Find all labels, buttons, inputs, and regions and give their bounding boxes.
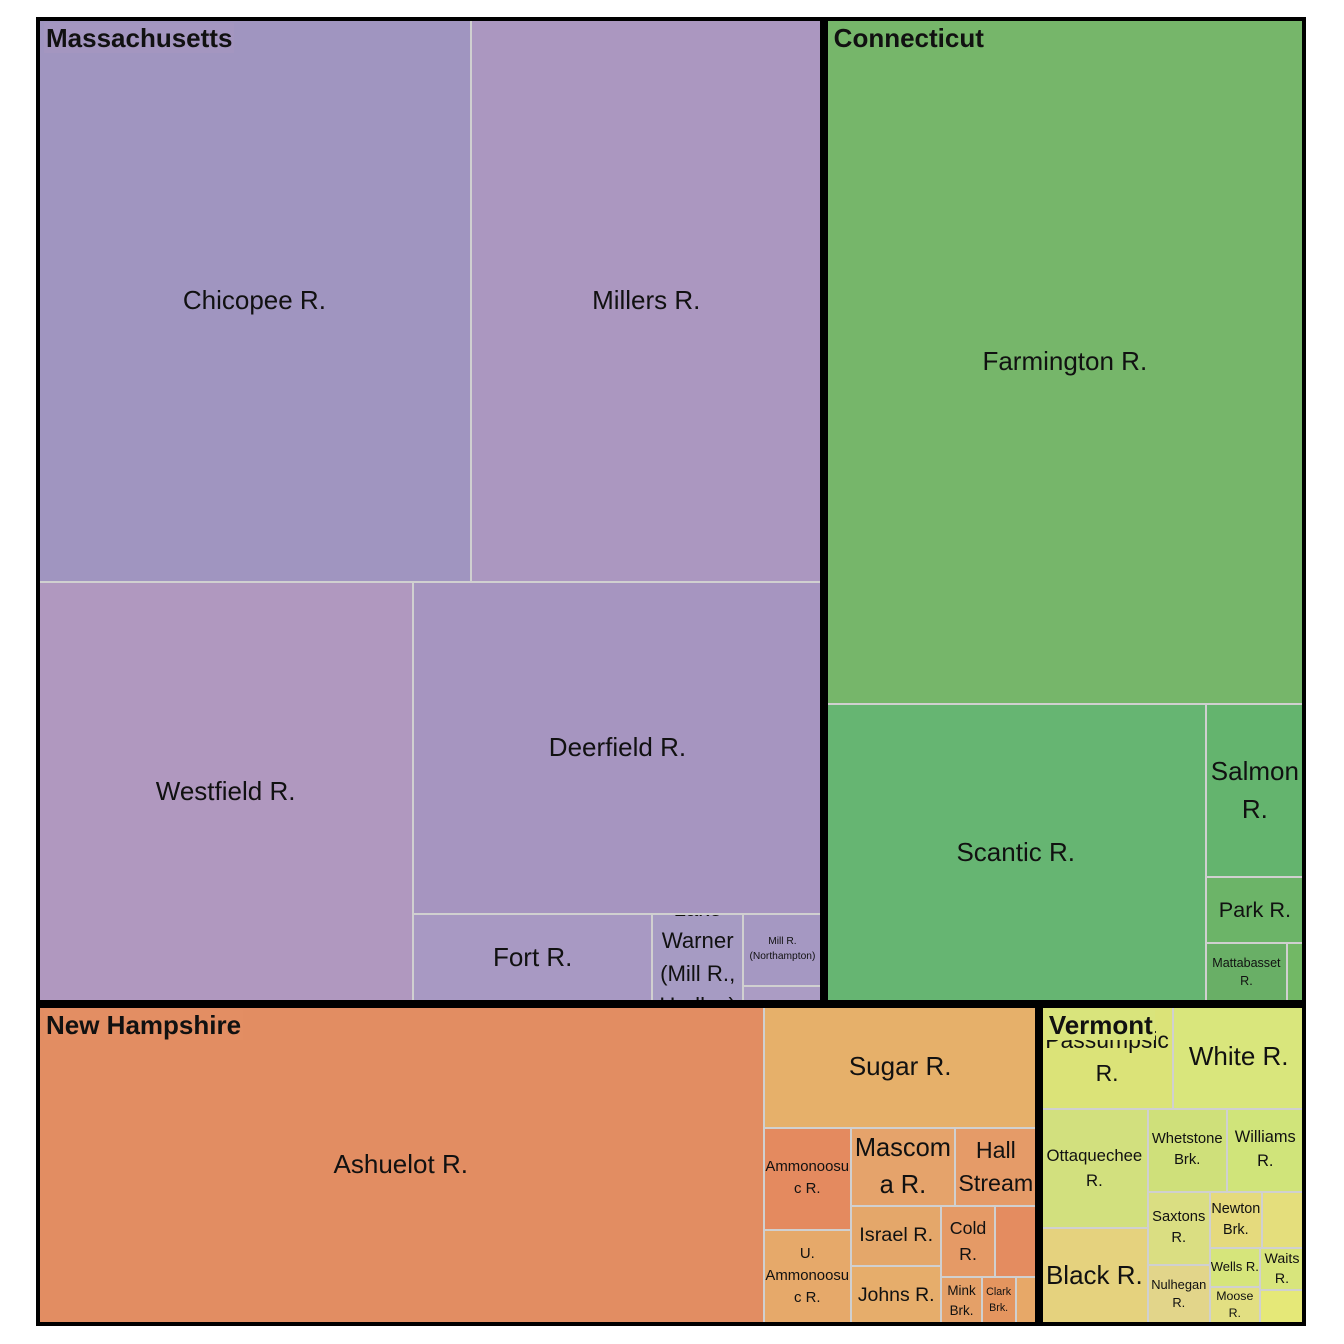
tile-label: Fort R. xyxy=(492,941,573,972)
tile-label: Hall Stream xyxy=(958,1136,1034,1197)
tile: Hall Stream xyxy=(954,1128,1037,1207)
tile: Deerfield R. xyxy=(413,582,822,914)
tile: Millers R. xyxy=(470,19,822,583)
tile-label: Farmington R. xyxy=(982,345,1148,376)
tile: Sugar R. xyxy=(763,1005,1037,1129)
tile-label: Newton Brk. xyxy=(1211,1200,1261,1238)
tile-label: Nulhegan R. xyxy=(1151,1276,1207,1311)
tile-label: Mink Brk. xyxy=(947,1283,976,1318)
tile-label: Johns R. xyxy=(857,1283,935,1306)
tile: Mascoma R. xyxy=(851,1128,955,1207)
tile: Chicopee R. xyxy=(38,19,471,583)
tile xyxy=(1262,1191,1304,1248)
tile: Ottaquechee R. xyxy=(1040,1108,1148,1229)
tile: Israel R. xyxy=(851,1206,942,1266)
tile: Ammonoosuc R. xyxy=(763,1128,852,1230)
tile-label: Israel R. xyxy=(859,1224,934,1247)
tile: Johns R. xyxy=(851,1265,942,1324)
tile-label: Cold R. xyxy=(949,1217,987,1264)
tile: Westfield R. xyxy=(38,582,414,1002)
tile: White R. xyxy=(1173,1005,1304,1109)
tile: Mill R. (Northampton) xyxy=(743,913,822,987)
tile: Salmon R. xyxy=(1205,704,1304,878)
tile-label: Lake Warner (Mill R., Hadley) xyxy=(659,915,736,1001)
tile-label: Waits R. xyxy=(1264,1250,1300,1288)
tile: Black R. xyxy=(1040,1228,1148,1324)
tile-label: Ottaquechee R. xyxy=(1046,1146,1143,1190)
group-label: New Hampshire xyxy=(44,1009,244,1040)
tile xyxy=(1015,1277,1037,1324)
tile: Whetstone Brk. xyxy=(1147,1108,1227,1192)
tile-label: Williams R. xyxy=(1234,1128,1296,1171)
tile-label: Mattabasset R. xyxy=(1212,955,1281,989)
tile: Lake Warner (Mill R., Hadley) xyxy=(652,913,744,1002)
tile: Clark Brk. xyxy=(981,1277,1016,1324)
tile: Williams R. xyxy=(1226,1108,1304,1192)
tile: U. Ammonoosuc R. xyxy=(763,1229,852,1324)
tile: Moose R. xyxy=(1209,1286,1261,1324)
tile-label: Mill R. (Northampton) xyxy=(749,936,816,962)
tile-label: Ashuelot R. xyxy=(333,1148,468,1179)
tile: Ashuelot R. xyxy=(38,1005,764,1324)
tile-label: Black R. xyxy=(1045,1260,1143,1291)
tile: Newton Brk. xyxy=(1209,1191,1263,1248)
tile: Mattabasset R. xyxy=(1205,942,1288,1002)
tile-label: Salmon R. xyxy=(1210,756,1299,824)
tile-label: Scantic R. xyxy=(956,837,1075,868)
tile-label: Moose R. xyxy=(1216,1288,1254,1321)
tile xyxy=(994,1206,1037,1278)
tile: Park R. xyxy=(1205,877,1304,943)
tile-label: Chicopee R. xyxy=(182,284,326,315)
group-label: Vermont xyxy=(1046,1009,1155,1040)
tile-label: Deerfield R. xyxy=(548,731,687,762)
tile: Waits R. xyxy=(1260,1247,1304,1291)
group-label: Connecticut xyxy=(831,23,986,53)
tile-label: Whetstone Brk. xyxy=(1151,1130,1223,1169)
tile: Scantic R. xyxy=(825,704,1206,1002)
tile: Saxtons R. xyxy=(1147,1191,1210,1265)
group-label: Massachusetts xyxy=(44,23,235,53)
tile: Nulhegan R. xyxy=(1147,1264,1210,1324)
tile-label: Clark Brk. xyxy=(986,1286,1012,1314)
tile: Cold R. xyxy=(941,1206,995,1278)
tile-label: White R. xyxy=(1188,1041,1289,1072)
tile-label: Saxtons R. xyxy=(1152,1208,1206,1247)
tile-label: Westfield R. xyxy=(155,776,296,806)
tile xyxy=(743,986,822,1002)
tile-label: U. Ammonoosuc R. xyxy=(765,1246,850,1306)
tile-label: Millers R. xyxy=(592,284,701,315)
tile xyxy=(1260,1290,1304,1324)
tile-label: Park R. xyxy=(1218,897,1292,923)
tile: Fort R. xyxy=(413,913,653,1002)
tile-label: Ammonoosuc R. xyxy=(765,1159,850,1197)
tile: Wells R. xyxy=(1209,1247,1261,1287)
tile-label: Wells R. xyxy=(1210,1258,1259,1274)
tile-label: Mascoma R. xyxy=(854,1134,951,1200)
tile xyxy=(1287,942,1304,1002)
tile: Mink Brk. xyxy=(941,1277,982,1324)
tile-label: Sugar R. xyxy=(848,1051,952,1082)
tile: Farmington R. xyxy=(825,19,1304,705)
